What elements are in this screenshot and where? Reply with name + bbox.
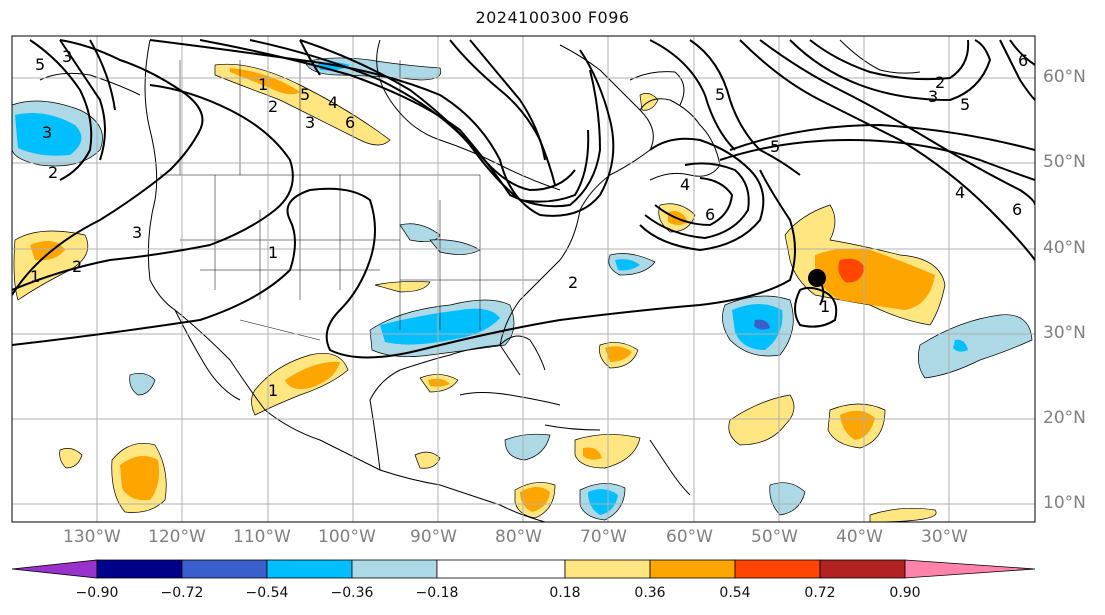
colorbar-tick-label: 0.90 [889,585,921,601]
contour-label: 1 [30,267,40,286]
contour-label: 5 [770,137,780,156]
state-borders [160,60,540,341]
gridlines [12,36,1035,522]
contour-label: 6 [345,113,355,132]
contour-label: 3 [305,113,315,132]
contour-labels: 5 3 2 1 3 1 2 1 6 4 3 2 3 5 6 4 5 2 6 5 … [30,47,1028,400]
lat-label: 50°N [1043,152,1086,172]
contour-label: 1 [820,297,830,316]
colorbar-extend-low [11,559,98,579]
contour-label: 3 [42,123,52,142]
lon-label: 90°W [410,527,457,547]
lon-label: 40°W [836,527,883,547]
lon-label: 100°W [318,527,376,547]
contour-label: 4 [328,93,338,112]
colorbar-segment [649,559,736,579]
contour-label: 2 [268,97,278,116]
contour-label: 4 [680,175,690,194]
colorbar-segment [436,559,566,579]
contour-label: 3 [928,87,938,106]
lon-label: 30°W [921,527,968,547]
contour-lines [12,39,1035,359]
lon-label: 120°W [148,527,206,547]
colorbar-extend-high [904,559,1036,579]
contour-label: 6 [1012,200,1022,219]
colorbar-segment [181,559,268,579]
lat-label: 20°N [1043,408,1086,428]
colorbar-segment [266,559,353,579]
lon-label: 110°W [233,527,291,547]
colorbar-tick-label: −0.90 [75,585,119,601]
contour-label: 5 [300,85,310,104]
storm-track [816,277,825,306]
colorbar-tick-label: −0.36 [330,585,374,601]
contour-label: 5 [960,95,970,114]
contour-label: 2 [72,257,82,276]
contour-label: 3 [132,223,142,242]
lat-label: 60°N [1043,67,1086,87]
contour-label: 6 [1018,51,1028,70]
lon-label: 70°W [580,527,627,547]
lat-label: 10°N [1043,493,1086,513]
colorbar-tick-label: 0.72 [804,585,836,601]
contour-label: 1 [268,243,278,262]
contour-label: 6 [705,205,715,224]
colorbar-segment [734,559,821,579]
contour-label: 5 [715,85,725,104]
colorbar-tick-label: −0.54 [245,585,289,601]
colorbar-segment [564,559,651,579]
contour-label: 2 [935,73,945,92]
lon-label: 80°W [495,527,542,547]
colorbar-tick-label: −0.72 [160,585,204,601]
lon-label: 60°W [666,527,713,547]
colorbar-segment [96,559,183,579]
contour-label: 1 [268,381,278,400]
contour-label: 2 [48,163,58,182]
colorbar-segment [819,559,906,579]
contour-label: 1 [258,75,268,94]
colorbar-tick-label: −0.18 [415,585,459,601]
chart-title: 2024100300 F096 [475,8,630,27]
lon-label: 50°W [751,527,798,547]
lon-label: 130°W [63,527,121,547]
colorbar [11,559,1036,579]
map-frame [11,35,1036,523]
colorbar-tick-label: 0.36 [634,585,666,601]
contour-label: 5 [35,55,45,74]
contour-label: 2 [568,273,578,292]
coastlines [39,39,921,522]
colorbar-tick-label: 0.18 [549,585,581,601]
contour-label: 4 [955,183,965,202]
contour-label: 3 [62,47,72,66]
lat-label: 30°N [1043,323,1086,343]
lat-label: 40°N [1043,238,1086,258]
colorbar-segment [351,559,438,579]
colorbar-tick-label: 0.54 [719,585,751,601]
